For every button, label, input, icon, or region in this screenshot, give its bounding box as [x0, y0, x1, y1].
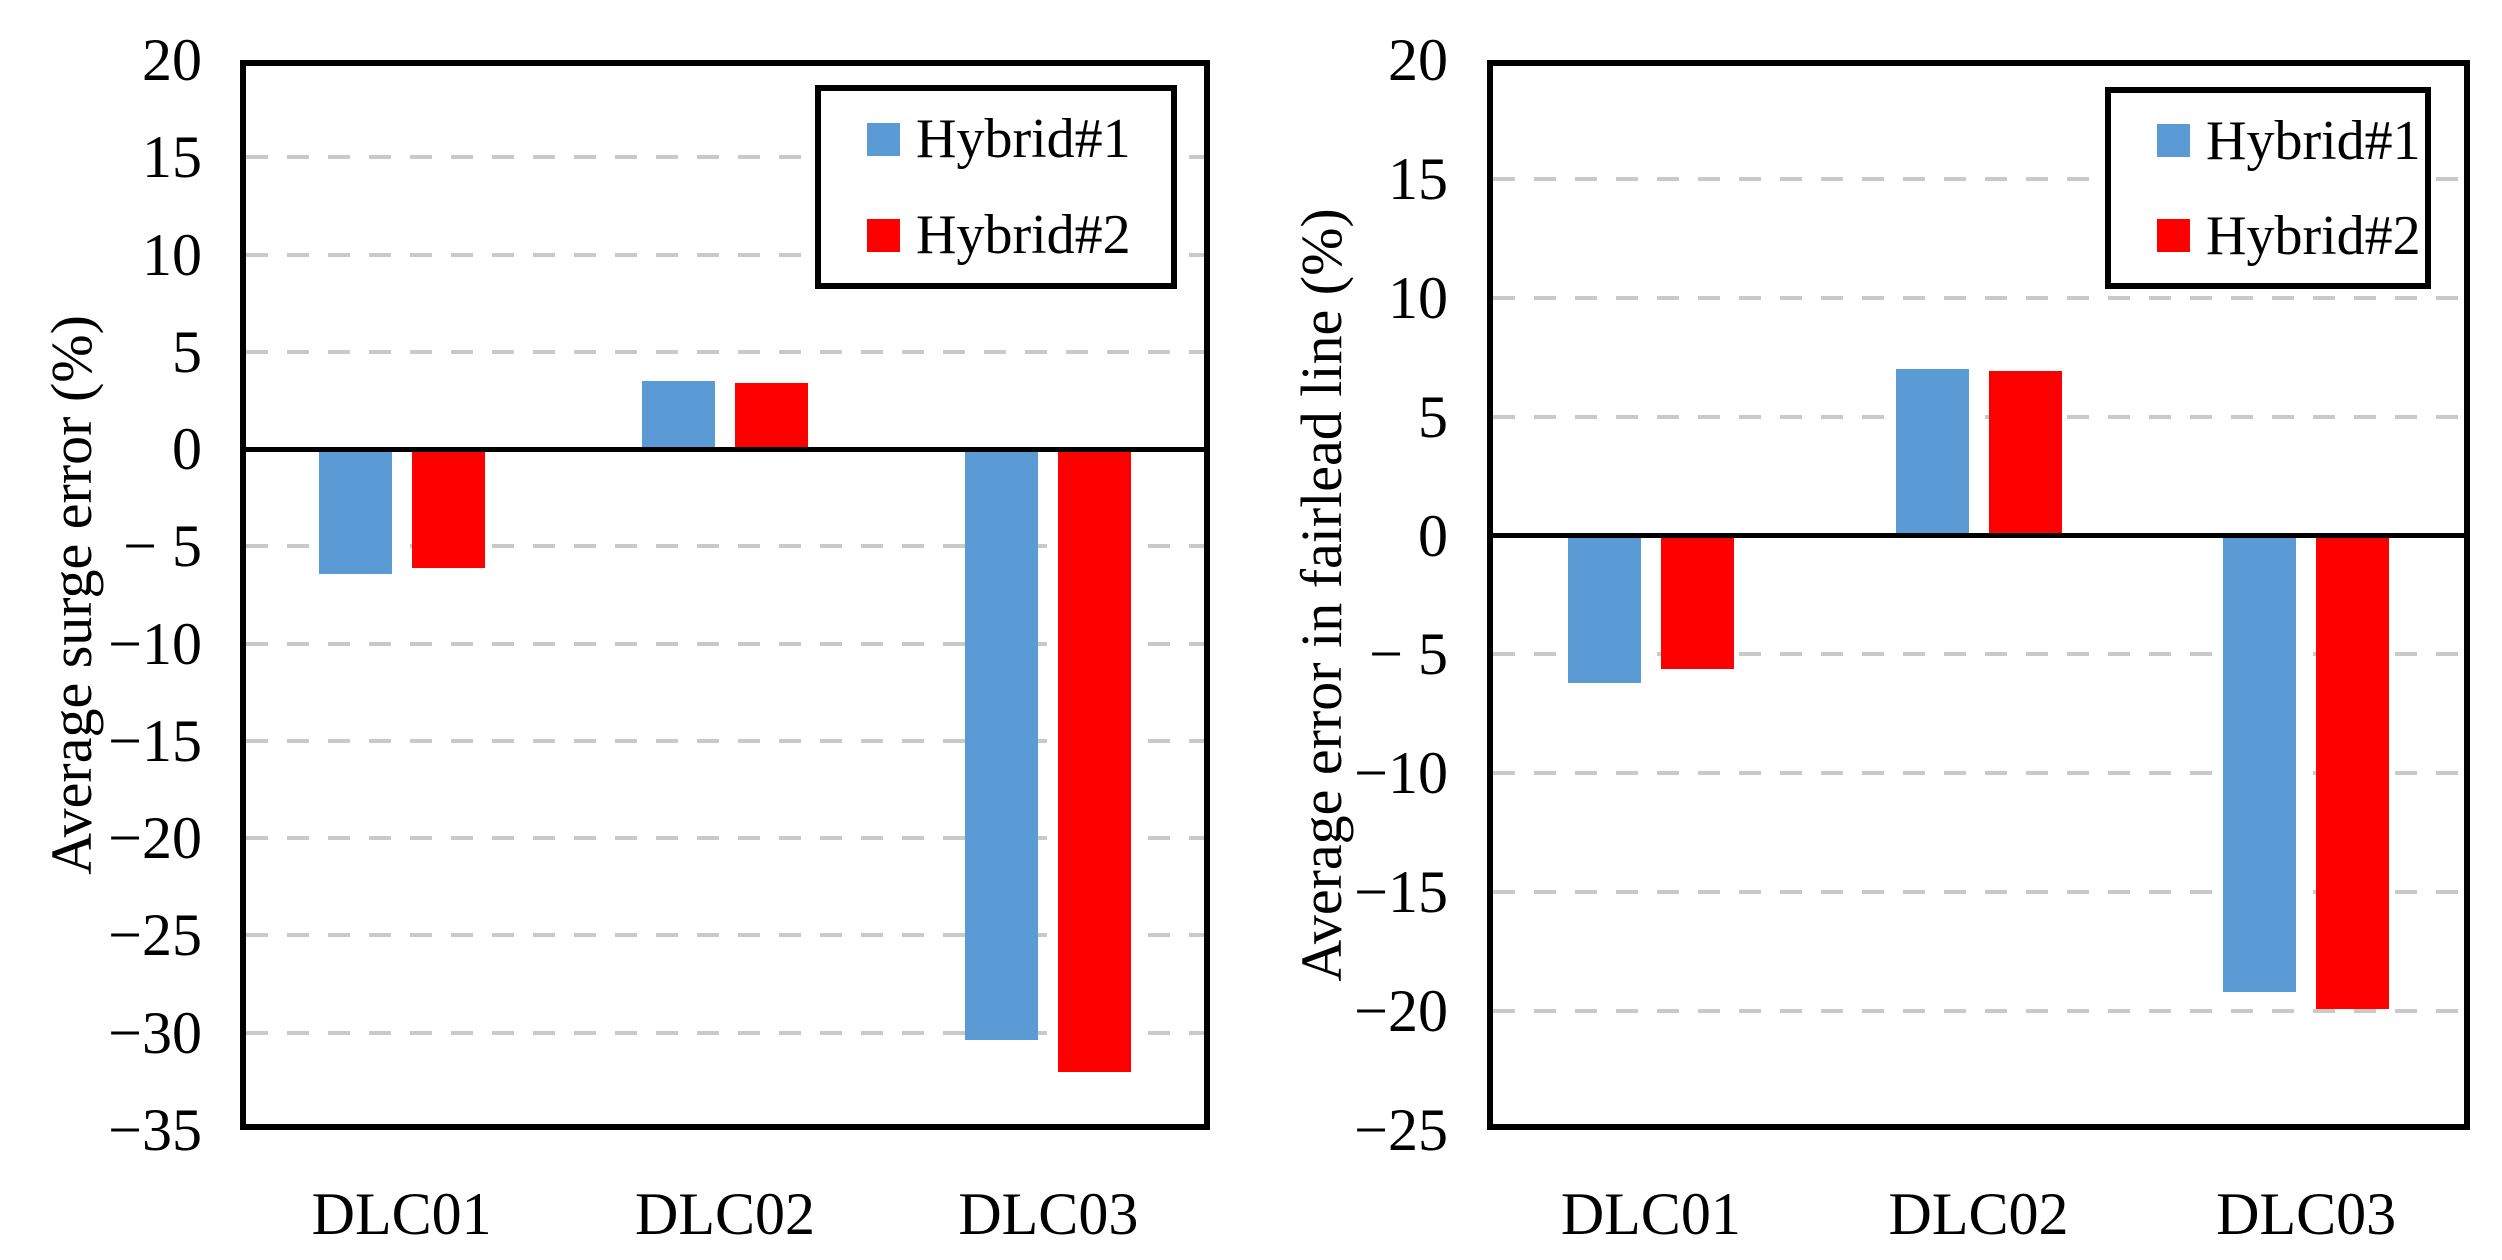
legend-label: Hybrid#2 [2206, 204, 2421, 267]
y-axis-title-surge-error: Average surge error (%) [39, 315, 104, 875]
legend-label: Hybrid#1 [916, 108, 1131, 170]
gridline-y5 [246, 349, 1204, 354]
legend-item: Hybrid#1 [867, 111, 1171, 167]
y-tick-label: 0 [172, 416, 202, 483]
gridline-y10 [1493, 295, 2464, 300]
gridline-y15 [246, 155, 1204, 160]
y-tick-label: − 5 [123, 513, 202, 580]
y-tick-label: −20 [108, 805, 202, 872]
gridline-y-30 [246, 1030, 1204, 1035]
y-tick-label: 15 [1388, 145, 1448, 212]
x-category-label-dlc02: DLC02 [634, 1181, 815, 1247]
y-tick-label: −20 [1354, 978, 1448, 1045]
bar-hybrid1-dlc01 [318, 449, 392, 574]
gridline-y15 [1493, 176, 2464, 181]
legend-item: Hybrid#2 [2157, 208, 2425, 264]
gridline-y-5 [1493, 652, 2464, 657]
zero-axis-line [240, 446, 1210, 452]
gridline-y5 [1493, 414, 2464, 419]
x-category-label-dlc02: DLC02 [1888, 1181, 2069, 1247]
y-tick-label: −25 [1354, 1097, 1448, 1163]
y-tick-label: −30 [108, 999, 202, 1066]
plot-area-left [240, 60, 1210, 1130]
gridline-y-15 [246, 738, 1204, 743]
y-tick-label: 5 [172, 318, 202, 385]
legend-swatch-hybrid1 [867, 122, 900, 156]
y-tick-label: 20 [142, 27, 202, 93]
legend-item: Hybrid#2 [867, 207, 1171, 263]
gridline-y-20 [1493, 1009, 2464, 1014]
legend-swatch-hybrid2 [867, 218, 900, 252]
x-category-label-dlc03: DLC03 [2216, 1181, 2397, 1247]
x-category-label-dlc01: DLC01 [1560, 1181, 1741, 1247]
y-tick-label: −25 [108, 902, 202, 969]
legend-label: Hybrid#1 [2206, 109, 2421, 172]
y-tick-label: − 5 [1369, 621, 1448, 688]
legend-label: Hybrid#2 [916, 204, 1131, 266]
legend-right: Hybrid#1 Hybrid#2 [2105, 87, 2431, 289]
bar-hybrid2-dlc02 [735, 382, 808, 450]
y-tick-label: 5 [1418, 383, 1448, 450]
y-tick-label: −15 [108, 707, 202, 774]
gridline-y-15 [1493, 890, 2464, 895]
bar-hybrid1-dlc01 [1567, 535, 1641, 683]
zero-axis-line [1487, 533, 2470, 539]
y-tick-label: −10 [1354, 740, 1448, 807]
bar-hybrid1-dlc03 [2223, 535, 2297, 993]
x-category-label-dlc03: DLC03 [958, 1181, 1139, 1247]
plot-frame [1487, 60, 2470, 1130]
y-tick-label: −15 [1354, 859, 1448, 926]
gridline-y-5 [246, 544, 1204, 549]
gridline-y-10 [246, 641, 1204, 646]
y-tick-label: 15 [142, 124, 202, 191]
y-tick-label: 10 [1388, 264, 1448, 331]
bar-hybrid2-dlc03 [1058, 449, 1132, 1072]
x-category-label-dlc01: DLC01 [311, 1181, 492, 1247]
y-tick-label: 20 [1388, 27, 1448, 93]
bar-hybrid2-dlc01 [1660, 535, 1734, 669]
bar-hybrid2-dlc02 [1988, 371, 2062, 536]
legend-left: Hybrid#1 Hybrid#2 [815, 85, 1177, 289]
y-tick-label: 0 [1418, 502, 1448, 569]
bar-hybrid2-dlc03 [2316, 535, 2390, 1009]
plot-frame [240, 60, 1210, 1130]
bar-hybrid1-dlc02 [1895, 369, 1969, 536]
legend-swatch-hybrid2 [2157, 219, 2190, 252]
legend-item: Hybrid#1 [2157, 113, 2425, 169]
y-tick-label: −35 [108, 1097, 202, 1163]
y-tick-label: 10 [142, 221, 202, 288]
legend-swatch-hybrid1 [2157, 124, 2190, 157]
gridline-y10 [246, 252, 1204, 257]
plot-area-right [1487, 60, 2470, 1130]
bar-hybrid1-dlc03 [965, 449, 1039, 1041]
bar-hybrid1-dlc02 [642, 381, 715, 450]
bar-hybrid2-dlc01 [411, 449, 485, 568]
y-tick-label: −10 [108, 610, 202, 677]
gridline-y-25 [246, 933, 1204, 938]
gridline-y-10 [1493, 771, 2464, 776]
gridline-y-20 [246, 836, 1204, 841]
